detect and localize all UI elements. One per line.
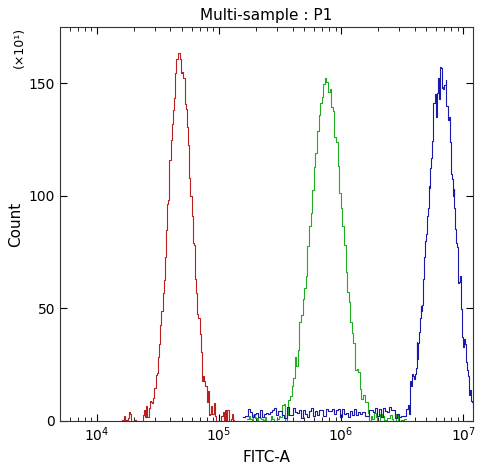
X-axis label: FITC-A: FITC-A	[242, 450, 290, 464]
Text: (×10¹): (×10¹)	[13, 27, 26, 69]
Title: Multi-sample : P1: Multi-sample : P1	[200, 9, 332, 23]
Y-axis label: Count: Count	[8, 201, 23, 246]
